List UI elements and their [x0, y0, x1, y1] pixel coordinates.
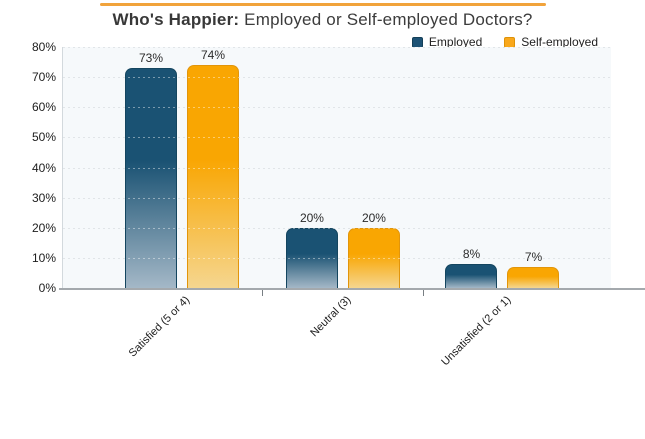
bar-employed-2 — [445, 263, 498, 288]
bar-self-employed-0 — [187, 65, 240, 288]
y-axis-label: 10% — [31, 250, 56, 265]
x-axis-label: Neutral (3) — [308, 294, 354, 340]
x-axis-line — [59, 288, 645, 290]
y-axis-label: 70% — [31, 70, 56, 85]
legend-label: Self-employed — [521, 35, 598, 49]
legend-swatch-icon — [504, 36, 516, 48]
gridline — [63, 227, 611, 229]
legend-label: Employed — [428, 35, 483, 49]
bar-value-label: 7% — [524, 249, 543, 264]
y-axis-label: 50% — [31, 130, 56, 145]
legend-swatch-icon — [411, 36, 423, 48]
y-axis-label: 0% — [38, 281, 56, 295]
gridline — [63, 107, 611, 109]
x-axis-tick — [422, 290, 424, 296]
bar-value-label: 73% — [139, 51, 164, 66]
gridline — [63, 77, 611, 79]
bar-value-label: 8% — [462, 246, 481, 261]
bar-value-label: 20% — [361, 210, 386, 225]
x-axis-tick — [262, 290, 264, 296]
bar-employed-1 — [285, 227, 338, 288]
y-axis-label: 60% — [31, 100, 56, 115]
y-axis-label: 40% — [31, 160, 56, 175]
gridline — [63, 137, 611, 139]
chart-title-rest: Employed or Self-employed Doctors? — [239, 10, 533, 29]
bar-value-label: 74% — [201, 48, 226, 63]
title-accent-rule — [99, 3, 546, 6]
plot-area: 73% 74% 20% 20% 8% 7% — [59, 47, 645, 296]
gridline — [63, 47, 611, 48]
bar-employed-0 — [125, 68, 178, 288]
bar-self-employed-2 — [507, 266, 560, 288]
x-axis-label: Satisfied (5 or 4) — [126, 294, 193, 360]
y-axis-label: 30% — [31, 190, 56, 205]
bar-value-label: 20% — [299, 210, 324, 225]
y-axis-label: 80% — [31, 40, 56, 54]
chart-title: Who's Happier: Employed or Self-employed… — [0, 10, 645, 30]
legend: Employed Self-employed — [411, 35, 598, 49]
y-axis-label: 20% — [31, 220, 56, 235]
chart-title-bold: Who's Happier: — [112, 10, 240, 29]
gridline — [63, 167, 611, 169]
bar-self-employed-1 — [347, 227, 400, 288]
gridline — [63, 197, 611, 199]
x-axis-label: Unsatisfied (2 or 1) — [438, 294, 513, 369]
